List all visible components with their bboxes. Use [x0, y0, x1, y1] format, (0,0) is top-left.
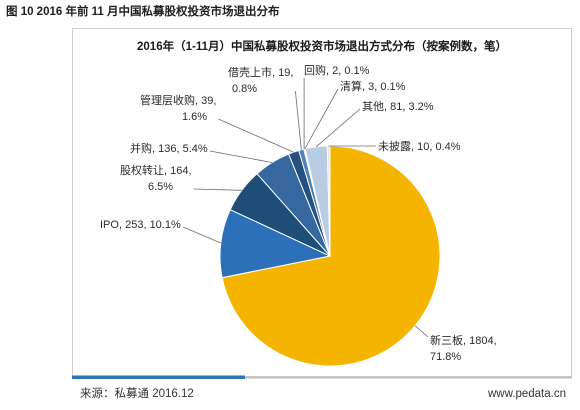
label-percent: 0.8%: [232, 83, 257, 95]
data-labels: 新三板, 1804, 71.8% IPO, 253, 10.1% 股权转让, 164,…: [100, 63, 497, 363]
label-category: 未披露: [378, 139, 411, 153]
data-label-buyback: 回购, 2, 0.1%: [304, 63, 370, 77]
leader-line-liquidation: [304, 88, 339, 150]
label-percent: 6.5%: [148, 181, 173, 193]
label-value: 39: [201, 95, 213, 107]
label-value: 2: [332, 65, 338, 77]
leader-line-m-and-a: [209, 150, 273, 163]
label-category: 回购: [304, 63, 326, 77]
data-label-ipo: IPO, 253, 10.1%: [100, 219, 181, 231]
data-label-line: 并购, 136, 5.4%: [130, 141, 208, 155]
label-percent: 3.2%: [409, 101, 434, 113]
label-value: 10: [417, 141, 429, 153]
label-category: 清算: [340, 79, 362, 93]
data-label-other: 其他, 81, 3.2%: [362, 100, 434, 113]
label-category: 股权转让: [120, 163, 164, 177]
data-label-backdoor-listing: 借壳上市, 19, 0.8%: [228, 65, 293, 95]
leader-line-ipo: [182, 226, 221, 244]
label-percent: 0.1%: [344, 65, 369, 77]
footer-bar-accent: [72, 375, 245, 379]
leader-line-backdoor-listing: [295, 90, 302, 150]
data-label-line: 71.8%: [430, 351, 461, 363]
data-label-line: 未披露, 10, 0.4%: [378, 139, 461, 153]
pie: [219, 145, 441, 367]
data-label-line: 新三板, 1804,: [430, 333, 497, 347]
data-label-line: 6.5%: [148, 181, 173, 193]
data-label-line: 回购, 2, 0.1%: [304, 63, 370, 77]
data-label-mbo: 管理层收购, 39, 1.6%: [140, 93, 216, 123]
data-label-line: IPO, 253, 10.1%: [100, 219, 181, 231]
chart-title: 2016年（1-11月）中国私募股权投资市场退出方式分布（按案例数，笔）: [137, 39, 507, 53]
leader-line-mbo: [218, 118, 294, 153]
website-link: www.pedata.cn: [487, 388, 566, 400]
data-label-equity-transfer: 股权转让, 164, 6.5%: [120, 163, 192, 193]
leader-line-neeq: [414, 325, 429, 338]
data-label-m-and-a: 并购, 136, 5.4%: [130, 141, 208, 155]
leader-line-equity-transfer: [193, 188, 242, 191]
label-value: 3: [368, 81, 374, 93]
data-label-line: 管理层收购, 39,: [140, 93, 216, 107]
data-label-liquidation: 清算, 3, 0.1%: [340, 79, 406, 93]
label-percent: 1.6%: [182, 111, 207, 123]
label-percent: 0.4%: [436, 141, 461, 153]
label-percent: 10.1%: [150, 219, 181, 231]
label-percent: 0.1%: [380, 81, 405, 93]
label-percent: 5.4%: [183, 143, 208, 155]
data-label-line: 其他, 81, 3.2%: [362, 100, 434, 113]
data-label-undisclosed: 未披露, 10, 0.4%: [378, 139, 461, 153]
data-label-line: 0.8%: [232, 83, 257, 95]
label-value: 81: [390, 101, 402, 113]
label-category: 管理层收购: [140, 93, 195, 107]
label-category: 借壳上市: [228, 65, 272, 79]
label-value: 164: [170, 165, 188, 177]
data-label-neeq: 新三板, 1804, 71.8%: [430, 333, 497, 363]
label-value: 136: [158, 143, 176, 155]
label-value: 19: [278, 67, 290, 79]
source-note: 来源：私募通 2016.12: [80, 386, 194, 400]
leader-lines: [182, 78, 429, 338]
figure-caption: 图 10 2016 年前 11 月中国私募股权投资市场退出分布: [6, 4, 280, 18]
data-label-line: 清算, 3, 0.1%: [340, 79, 406, 93]
label-category: 并购: [130, 141, 152, 155]
data-label-line: 股权转让, 164,: [120, 163, 192, 177]
data-label-line: 借壳上市, 19,: [228, 65, 293, 79]
label-category: IPO: [100, 219, 119, 231]
footer-bar-base: [245, 376, 572, 379]
data-label-line: 1.6%: [182, 111, 207, 123]
label-percent: 71.8%: [430, 351, 461, 363]
label-category: 新三板: [430, 333, 463, 347]
label-value: 1804: [469, 335, 493, 347]
leader-line-other: [315, 108, 361, 148]
label-category: 其他: [362, 100, 384, 113]
label-value: 253: [125, 219, 143, 231]
